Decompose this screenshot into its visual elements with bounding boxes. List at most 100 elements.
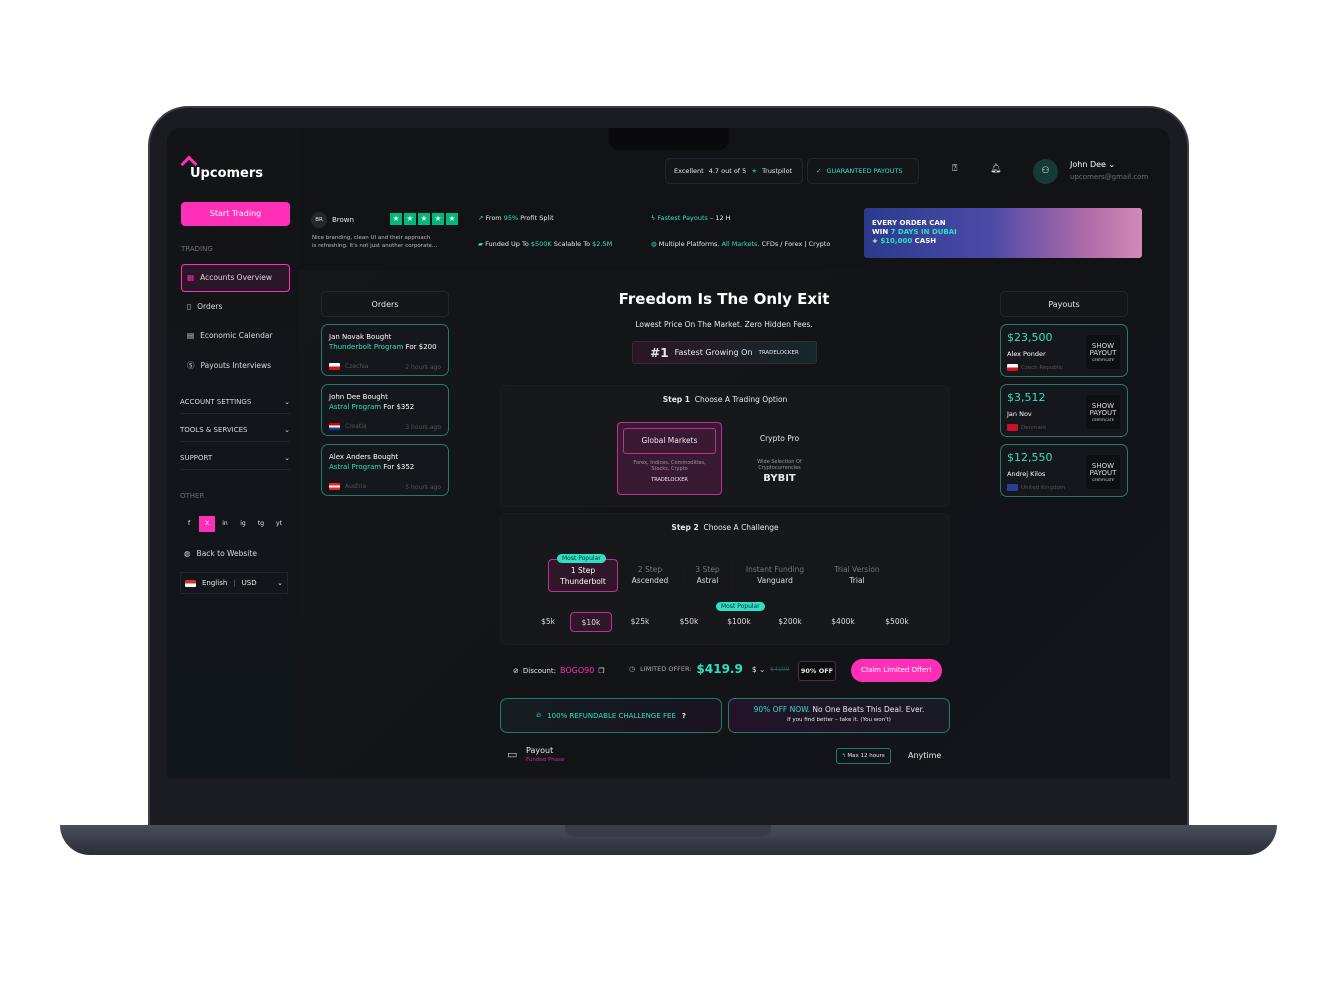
payouts-title: Payouts [1000,291,1128,317]
show-certificate-button[interactable]: SHOW PAYOUT CERTIFICATE [1086,455,1120,489]
show-certificate-button[interactable]: SHOW PAYOUT CERTIFICATE [1086,335,1120,369]
tradelocker-rank-badge: #1 Fastest Growing On TRADELOCKER [632,341,817,364]
sidebar-item-accounts-overview[interactable] [181,264,290,292]
step-title: Choose A Trading Option [694,395,788,404]
discount-value: BOGO90 [559,666,595,675]
deal-highlight: 90% OFF NOW. [753,705,811,714]
youtube-icon[interactable]: yt [276,520,282,527]
review-line: is refreshing. It's not just another cor… [312,243,438,249]
tradelocker-logo: TRADELOCKER [758,349,799,356]
star-icon: ★ [390,213,402,225]
avatar[interactable]: ⚇ [1033,159,1058,184]
discount-label: Discount: [522,666,556,675]
clock-icon: ◷ [629,665,636,673]
linkedin-icon[interactable]: in [222,520,228,527]
t: SHOW [1091,462,1115,470]
dollar-icon: Ⓢ [187,361,195,370]
sidebar-item-payouts-interviews[interactable]: Ⓢ Payouts Interviews [187,360,271,371]
bell-icon[interactable]: 🔔︎ [990,164,1002,174]
chevron-down-icon: ⌄ [277,579,283,587]
deal-text: No One Beats This Deal. Ever. [810,705,925,714]
order-country: Czechia [345,363,369,370]
option-crypto-pro[interactable]: Crypto Pro Wide Selection Of Cryptocurre… [727,422,832,495]
amount-option[interactable]: $400k [831,617,855,626]
t: Funded Up To [485,240,531,248]
t: 95% [503,214,519,222]
section-support[interactable]: SUPPORT ⌄ [180,454,290,470]
t: CFDs / Forex | Crypto [759,240,831,248]
check-circle-icon: ✓ [816,167,822,175]
amount-option[interactable]: $50k [679,617,699,626]
section-tools-services[interactable]: TOOLS & SERVICES ⌄ [180,426,290,442]
t: CASH [912,237,937,245]
payout-card[interactable]: $3,512 Jan Nov Denmark SHOW PAYOUT CERTIFI… [1000,384,1128,437]
challenge-tab[interactable]: 3 Step Astral [685,559,730,592]
payout-card[interactable]: $23,500 Alex Ponder Czech Republic SHOW P… [1000,324,1128,377]
offer-price: $419.9 [696,662,743,676]
dubai-promo-banner[interactable]: EVERY ORDER CAN WIN 7 DAYS IN DUBAI + $1… [864,208,1142,258]
challenge-tab[interactable]: Instant Funding Vanguard [735,559,815,592]
help-icon[interactable]: ⍰ [952,164,958,174]
start-trading-button[interactable]: Start Trading [181,202,290,226]
order-card[interactable]: Alex Anders Bought Astral Program For $3… [321,444,449,496]
t: CERTIFICATE [1092,358,1114,362]
camera-notch [609,128,729,150]
payout-country: Denmark [1021,425,1047,431]
guaranteed-label: GUARANTEED PAYOUTS [826,167,903,175]
amount-option[interactable]: $25k [630,617,650,626]
help-tooltip-icon[interactable]: ? [681,711,686,720]
order-buyer: John Dee Bought [329,393,388,401]
currency-select[interactable]: $ ⌄ [751,664,766,674]
back-to-website-link[interactable]: ◍ Back to Website [184,549,257,558]
hero-title: Freedom Is The Only Exit [618,290,830,308]
claim-offer-button[interactable]: Claim Limited Offer! [851,659,942,682]
amount-option[interactable]: $200k [778,617,802,626]
t: Multiple Platforms. [658,240,722,248]
rating-value: 4.7 out of 5 [708,167,747,175]
amount-option[interactable]: $5k [541,617,555,626]
payout-subtitle: Funded Phase [526,757,565,763]
instagram-icon[interactable]: ig [240,520,246,527]
t: + [872,237,881,245]
challenge-tab[interactable]: 2 Step Ascended [619,559,681,592]
amount-option[interactable]: $100k [727,617,751,626]
facebook-icon[interactable]: f [187,520,191,527]
currency-symbol: $ [751,664,757,674]
copy-icon[interactable]: ❐ [598,666,605,675]
chevron-down-icon: ⌄ [284,398,290,406]
amount-option[interactable]: $500k [885,617,909,626]
order-card[interactable]: Jan Novak Bought Thunderbolt Program For… [321,324,449,376]
option-global-markets[interactable]: Global Markets Forex, Indices, Commoditi… [617,422,722,495]
order-price: For $352 [381,463,415,471]
order-card[interactable]: John Dee Bought Astral Program For $352 … [321,384,449,436]
t: PAYOUT [1089,469,1117,477]
order-buyer: Alex Anders Bought [329,453,399,461]
user-menu[interactable]: John Dee ⌄ [1070,160,1115,169]
challenge-tab[interactable]: Trial Version Trial [817,559,897,592]
payout-value: Anytime [908,751,942,760]
show-certificate-button[interactable]: SHOW PAYOUT CERTIFICATE [1086,395,1120,429]
t: PAYOUT [1089,409,1117,417]
globe-icon: ◍ [184,549,191,558]
language-currency-select[interactable]: English | USD ⌄ [180,572,288,594]
challenge-type: Instant Funding [745,565,805,574]
feature-platforms: ◍ Multiple Platforms. All Markets. CFDs … [651,240,830,248]
challenge-tab[interactable]: 1 Step Thunderbolt [548,559,618,592]
payout-card[interactable]: $12,550 Andrej Kilos United Kingdom SHOW… [1000,444,1128,497]
user-email: upcomers@gmail.com [1070,173,1149,181]
order-time: 3 hours ago [405,424,441,431]
telegram-icon[interactable]: tg [257,520,265,527]
order-time: 2 hours ago [405,364,441,371]
option-desc: Wide Selection Of Cryptocurrencies [757,459,802,471]
most-popular-badge: Most Popular [557,554,606,563]
sidebar-item-economic-calendar[interactable]: ▤ Economic Calendar [187,331,273,340]
x-icon[interactable]: X [199,516,215,532]
limited-offer-price: ◷ LIMITED OFFER: $419.9 $ ⌄ $4199 [629,662,789,676]
star-icon: ★ [446,213,458,225]
sidebar-item-orders[interactable]: ▯ Orders [187,302,222,311]
sidebar: Upcomers Start Trading TRADING ▦ Accounts… [167,128,299,778]
t: CERTIFICATE [1092,478,1114,482]
user-name: John Dee [1070,160,1106,169]
section-account-settings[interactable]: ACCOUNT SETTINGS ⌄ [180,398,290,414]
amount-option[interactable]: $10k [570,612,612,632]
